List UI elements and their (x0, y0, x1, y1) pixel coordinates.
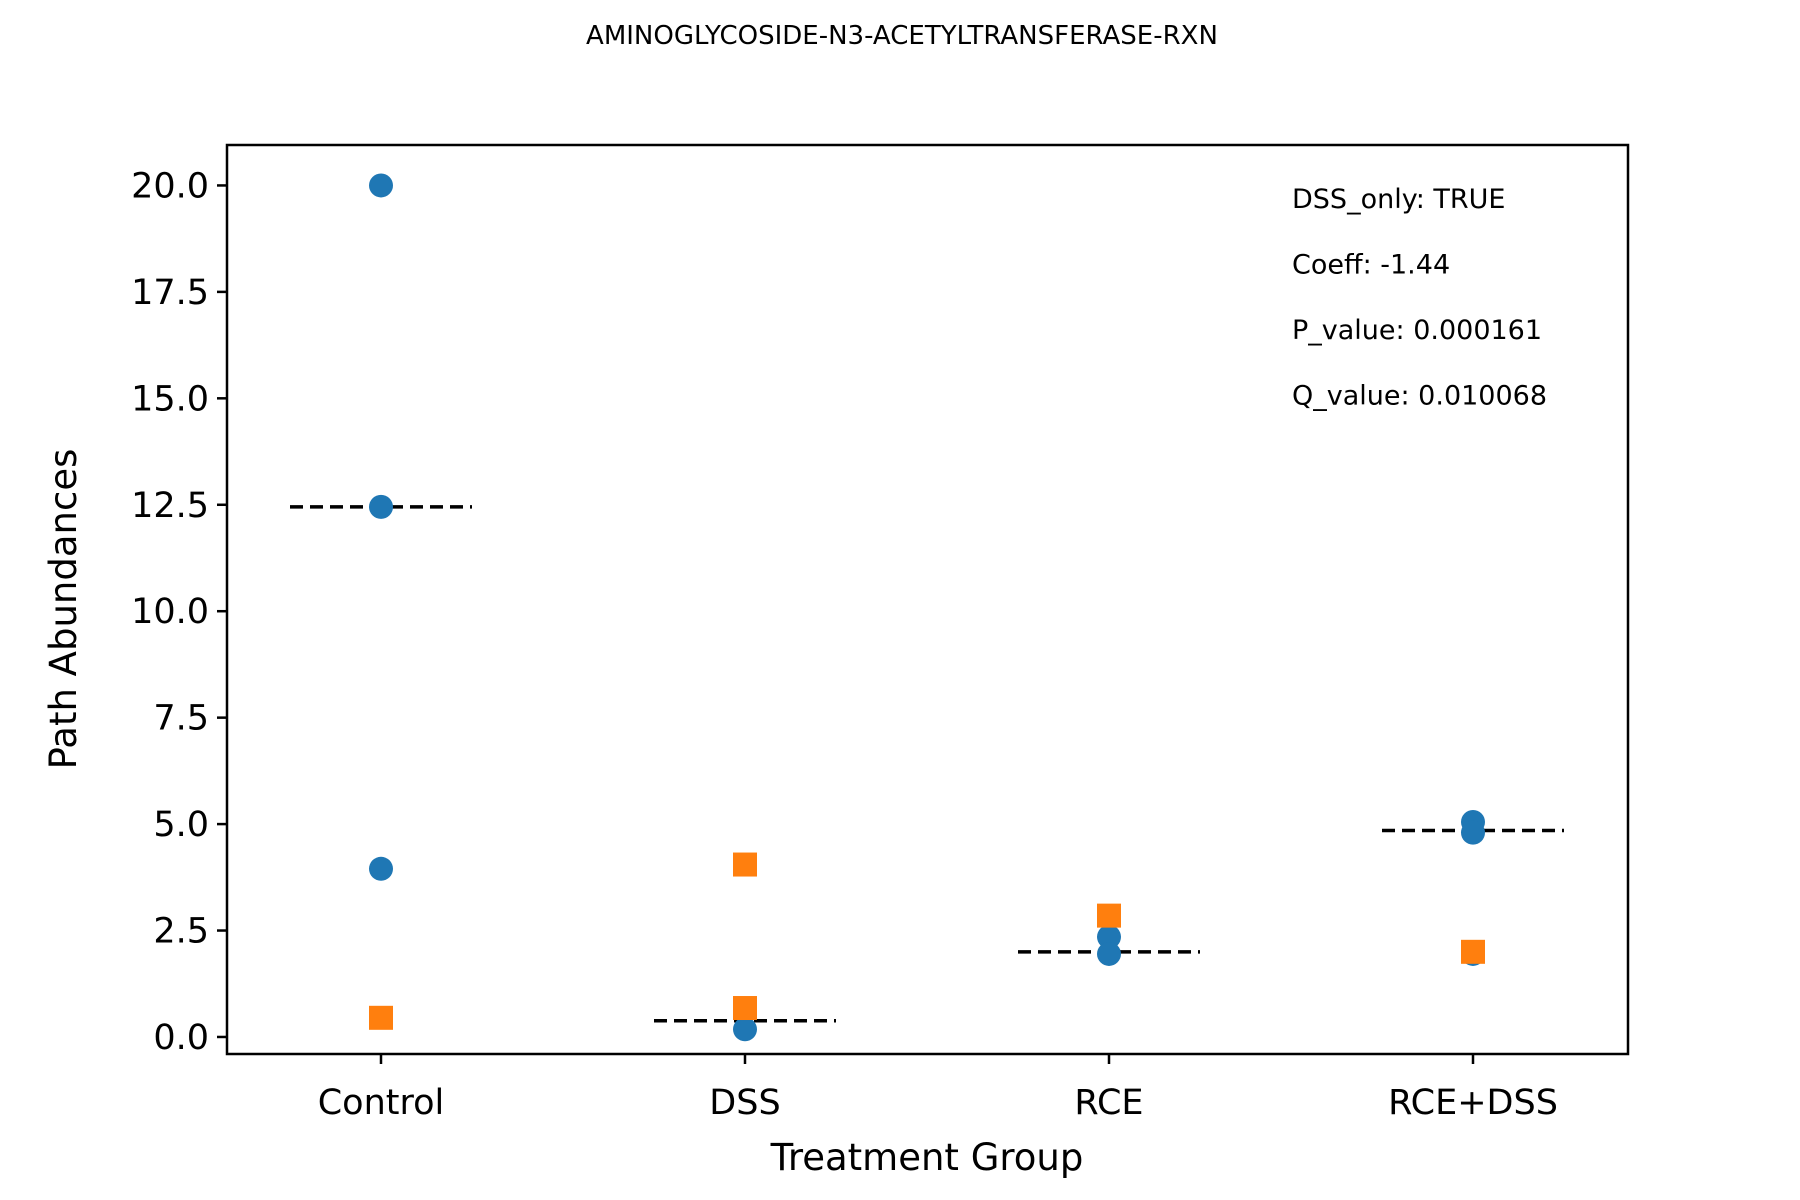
point-square-dss-2 (733, 996, 757, 1021)
y-tick-label-8: 20.0 (131, 166, 209, 206)
point-circle-rce-5 (1097, 941, 1121, 966)
x-tick-label-control: Control (318, 1083, 445, 1123)
y-tick-label-1: 2.5 (153, 912, 209, 952)
point-square-rce-plus-dss-4 (1461, 939, 1485, 964)
point-square-rce-3 (1097, 903, 1121, 928)
y-tick-label-2: 5.0 (153, 805, 209, 845)
y-tick-label-5: 12.5 (131, 486, 209, 526)
point-circle-rce-4 (1097, 924, 1121, 949)
point-square-dss-1 (733, 852, 757, 877)
y-tick-label-4: 10.0 (131, 592, 209, 632)
point-circle-control-0 (369, 173, 393, 198)
x-axis-label: Treatment Group (770, 1136, 1084, 1179)
point-circle-control-2 (369, 856, 393, 881)
y-tick-label-6: 15.0 (131, 379, 209, 419)
plot-marks (290, 173, 1564, 1042)
x-tick-label-rce: RCE (1074, 1083, 1143, 1123)
annotation-1: Coeff: -1.44 (1292, 250, 1450, 281)
y-tick-label-3: 7.5 (153, 699, 209, 739)
axis-ticks: 0.0 2.5 5.0 7.5 10.0 12.5 15.0 17.5 20.0 Control D… (131, 166, 1558, 1123)
x-tick-label-dss: DSS (709, 1083, 780, 1123)
annotation-3: Q_value: 0.010068 (1292, 381, 1547, 412)
point-circle-rce-plus-dss-7 (1461, 820, 1485, 845)
y-axis-label: Path Abundances (42, 449, 85, 770)
chart-title: AMINOGLYCOSIDE-N3-ACETYLTRANSFERASE-RXN (586, 21, 1218, 51)
x-tick-label-rce-plus-dss: RCE+DSS (1388, 1083, 1558, 1123)
y-tick-label-0: 0.0 (153, 1018, 209, 1058)
point-circle-dss-3 (733, 1017, 757, 1042)
point-square-control-0 (369, 1005, 393, 1030)
stats-annotations: DSS_only: TRUE Coeff: -1.44 P_value: 0.000… (1292, 184, 1547, 412)
y-tick-label-7: 17.5 (131, 273, 209, 313)
point-circle-control-1 (369, 494, 393, 519)
plot-frame (225, 143, 1630, 1056)
annotation-2: P_value: 0.000161 (1292, 315, 1542, 346)
annotation-0: DSS_only: TRUE (1292, 184, 1505, 215)
